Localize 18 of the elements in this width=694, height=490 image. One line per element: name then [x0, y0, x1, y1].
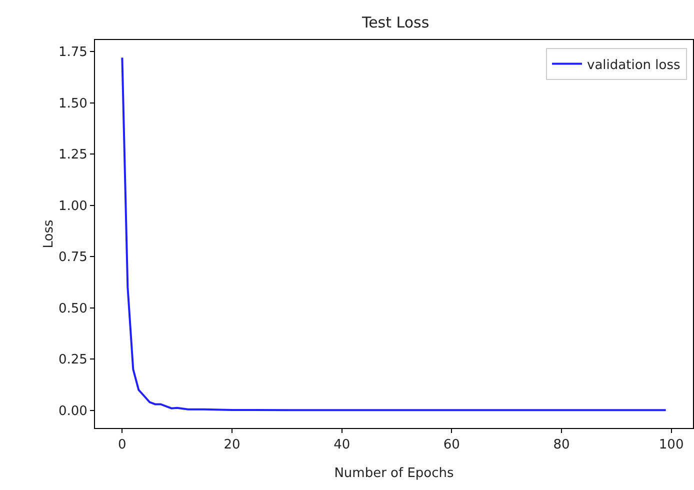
- y-tick-label: 1.75: [58, 45, 88, 60]
- y-tick-label: 1.00: [58, 198, 88, 214]
- y-tick-label: 0.25: [58, 352, 88, 368]
- x-axis-title: Number of Epochs: [334, 466, 454, 481]
- x-tick-label: 80: [553, 438, 570, 453]
- y-tick-label: 0.00: [58, 404, 88, 419]
- y-tick-label: 1.50: [58, 96, 88, 112]
- chart-title: Test Loss: [360, 14, 430, 32]
- x-tick-label: 60: [443, 438, 460, 453]
- x-tick-label: 40: [334, 438, 350, 453]
- legend-label: validation loss: [587, 58, 680, 73]
- x-tick-label: 20: [224, 438, 240, 453]
- x-tick-label: 100: [658, 438, 684, 453]
- y-tick-label: 1.25: [58, 148, 88, 163]
- x-tick-label: 0: [118, 438, 126, 453]
- y-tick-label: 0.75: [58, 250, 88, 266]
- y-tick-label: 0.50: [58, 301, 88, 316]
- y-axis-title: Loss: [41, 220, 56, 248]
